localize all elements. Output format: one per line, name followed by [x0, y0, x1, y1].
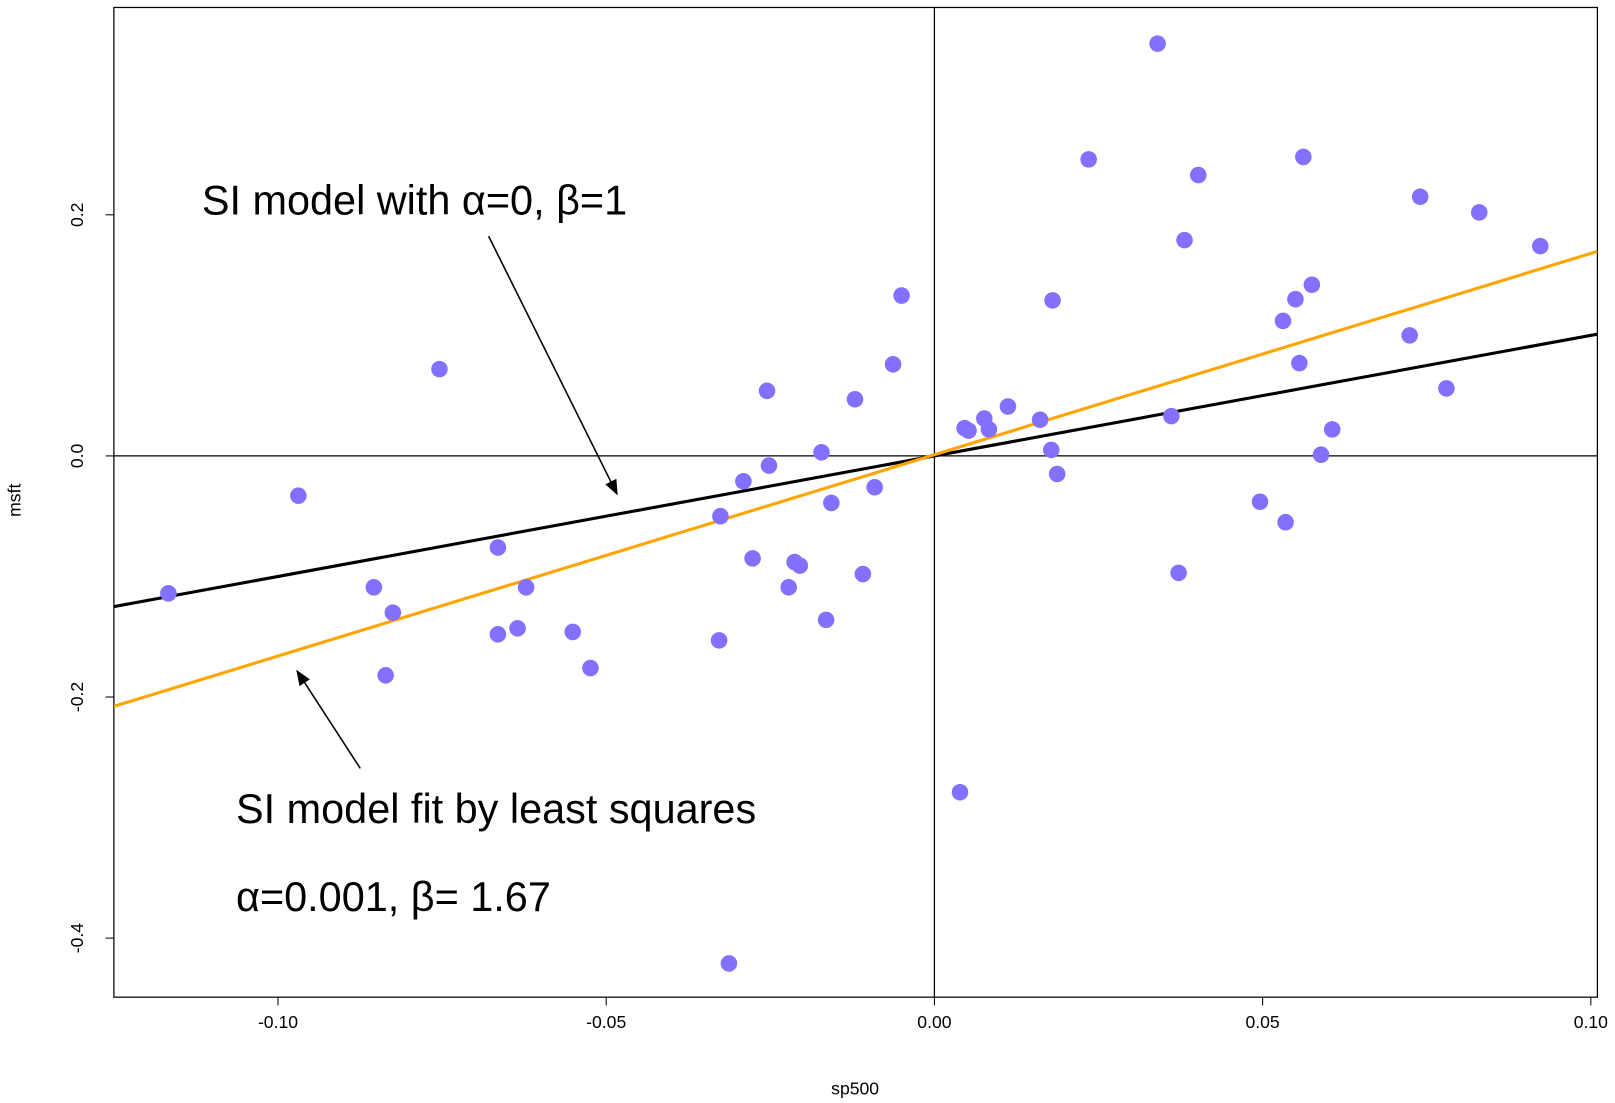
point: [509, 620, 526, 637]
point: [1080, 151, 1097, 168]
point: [720, 955, 738, 972]
point: [1295, 148, 1312, 166]
point: [980, 421, 998, 438]
plot-area: [113, 7, 1598, 998]
point: [744, 550, 761, 567]
point: [823, 494, 840, 512]
point: [1401, 327, 1418, 344]
point: [1411, 188, 1429, 206]
annotation: SI model with α=0, β=1: [202, 178, 627, 224]
point: [1274, 312, 1292, 330]
y-tick-label: 0.2: [67, 203, 87, 227]
annotation: α=0.001, β= 1.67: [236, 874, 551, 920]
point: [884, 356, 902, 373]
point: [517, 579, 535, 596]
point: [489, 539, 507, 556]
fit-line: [113, 332, 1598, 609]
point: [999, 398, 1017, 415]
x-tick-label: 0.05: [1246, 1012, 1280, 1032]
x-tick-label: -0.05: [586, 1012, 626, 1032]
point: [712, 507, 729, 525]
point: [1048, 465, 1066, 483]
point: [1251, 493, 1269, 511]
point: [1031, 411, 1049, 429]
point: [365, 579, 383, 596]
point: [1163, 407, 1180, 425]
point: [735, 472, 752, 490]
x-tick-label: -0.10: [258, 1012, 298, 1032]
point: [1277, 513, 1294, 531]
point: [866, 478, 883, 496]
point: [893, 287, 910, 304]
point: [1438, 380, 1455, 397]
point: [1190, 166, 1207, 184]
point: [760, 457, 778, 474]
y-tick-label: -0.4: [67, 923, 87, 954]
point: [960, 422, 977, 439]
y-tick-label: -0.2: [67, 682, 87, 712]
arrow: [487, 235, 618, 496]
y-tick-label: 0.0: [67, 443, 87, 468]
annotation: SI model fit by least squares: [236, 786, 756, 832]
point: [1470, 204, 1488, 221]
point: [384, 604, 402, 621]
point: [1287, 290, 1304, 308]
point: [846, 390, 864, 408]
point: [854, 565, 872, 583]
point: [951, 783, 969, 801]
point: [1323, 421, 1341, 438]
fit-line: [113, 249, 1598, 708]
point: [582, 659, 599, 677]
point: [1532, 237, 1549, 255]
x-tick-label: 0.10: [1574, 1012, 1608, 1032]
point: [431, 360, 448, 378]
point: [758, 382, 776, 400]
point: [817, 611, 835, 629]
point: [791, 557, 809, 574]
point: [1042, 441, 1060, 459]
point: [1303, 276, 1321, 294]
arrow: [296, 669, 361, 769]
point: [813, 444, 830, 461]
point: [1176, 231, 1193, 249]
point: [1291, 354, 1308, 372]
x-axis-label: sp500: [831, 1078, 879, 1098]
point: [489, 626, 507, 643]
point: [1149, 35, 1166, 52]
point: [710, 632, 728, 649]
point: [290, 487, 307, 504]
point: [160, 585, 177, 602]
point: [780, 579, 797, 596]
x-tick-label: 0.00: [917, 1012, 951, 1032]
point: [1170, 564, 1187, 582]
point: [1312, 446, 1330, 463]
point: [564, 623, 582, 641]
point: [1044, 292, 1061, 309]
point: [377, 667, 394, 684]
plot-frame: [113, 6, 1599, 998]
y-axis-label: msft: [5, 484, 25, 517]
